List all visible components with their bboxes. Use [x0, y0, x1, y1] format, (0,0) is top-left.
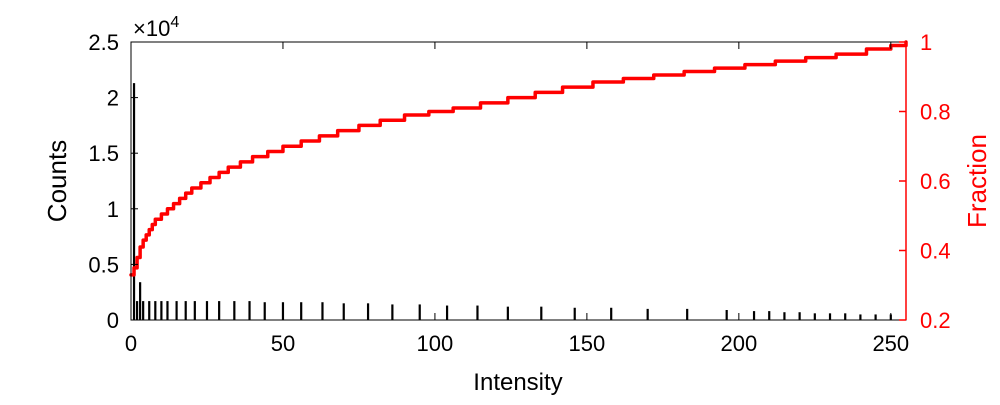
x-tick-label: 200: [720, 331, 757, 356]
x-tick-label: 0: [125, 331, 137, 356]
x-tick-label: 250: [872, 331, 909, 356]
left-axis-multiplier: ×104: [133, 14, 179, 41]
y-left-tick-label: 0.5: [88, 252, 119, 277]
x-axis-title: Intensity: [473, 369, 562, 396]
y-right-tick-label: 0.6: [920, 169, 951, 194]
y-left-tick-label: 0: [107, 308, 119, 333]
tick-marks: 0 50 100 150 200 250 0 0.5 1 1.5 2 2.5 0.2 0.4 0.6 0.8 1: [88, 30, 950, 356]
y-left-tick-label: 1: [107, 197, 119, 222]
x-tick-label: 100: [417, 331, 454, 356]
x-tick-label: 150: [569, 331, 606, 356]
x-tick-label: 50: [271, 331, 295, 356]
y-axis-title-right: Fraction: [962, 134, 992, 228]
y-axis-title-left: Counts: [42, 140, 72, 222]
plot-frame: [130, 41, 907, 321]
y-right-tick-label: 0.2: [920, 308, 951, 333]
y-left-tick-label: 1.5: [88, 141, 119, 166]
y-left-tick-label: 2.5: [88, 30, 119, 55]
y-right-tick-label: 1: [920, 30, 932, 55]
histogram-bars: [132, 83, 892, 320]
y-right-tick-label: 0.8: [920, 100, 951, 125]
axes: [130, 41, 907, 321]
y-right-tick-label: 0.4: [920, 239, 951, 264]
y-left-tick-label: 2: [107, 86, 119, 111]
cdf-line: [129, 40, 908, 277]
cdf-line-layer: [129, 40, 908, 277]
